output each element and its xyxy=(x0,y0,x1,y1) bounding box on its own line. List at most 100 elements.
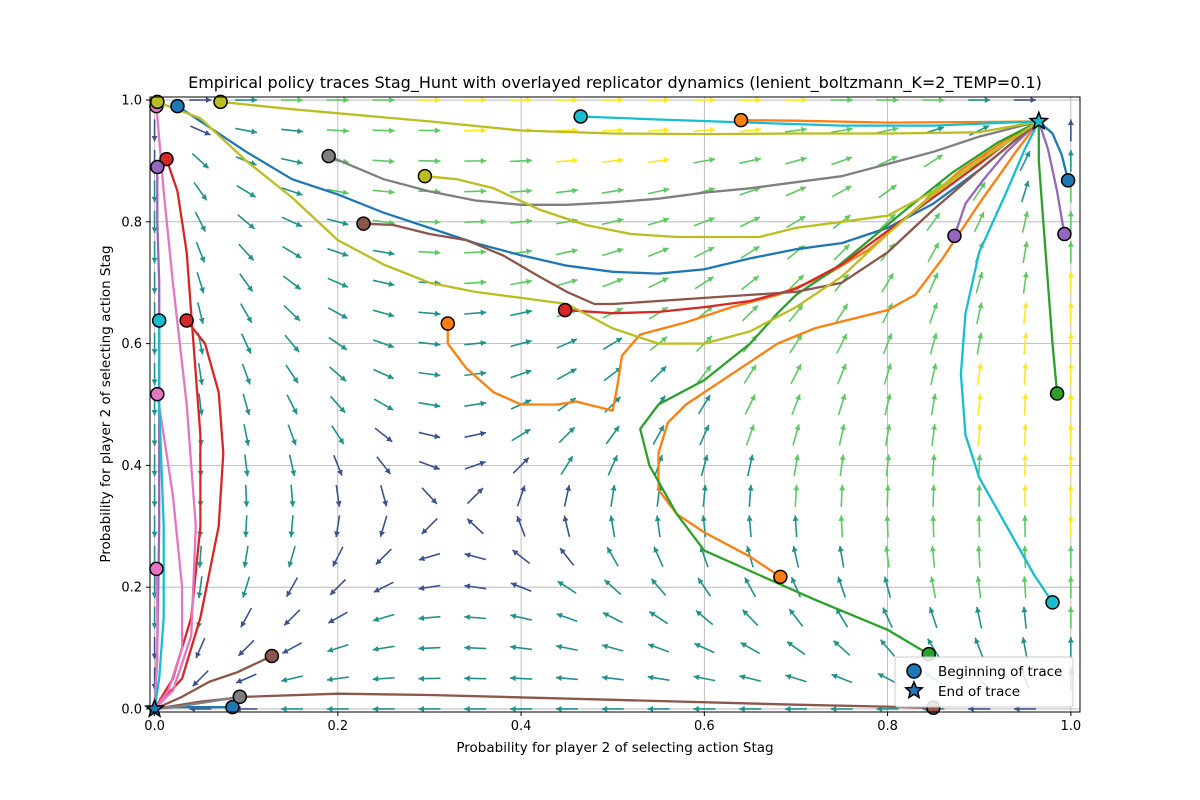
field-arrow-head xyxy=(1022,423,1029,430)
field-arrow-head xyxy=(1067,576,1074,582)
field-arrow-head xyxy=(526,187,533,194)
field-arrow-head xyxy=(847,97,853,104)
field-arrow-head xyxy=(464,614,471,621)
field-arrow-head xyxy=(386,404,394,410)
field-arrow-head xyxy=(801,97,807,104)
field-arrow-head xyxy=(754,156,761,163)
field-arrow-head xyxy=(372,675,379,682)
field-arrow-head xyxy=(610,484,617,491)
policy-trace-line xyxy=(153,104,197,711)
field-arrow-head xyxy=(292,376,299,384)
field-arrow-head xyxy=(373,587,381,593)
field-arrow-head xyxy=(510,705,516,712)
field-arrow-head xyxy=(238,649,245,656)
field-arrow-head xyxy=(571,248,578,255)
field-arrow-head xyxy=(388,188,395,195)
field-arrow-head xyxy=(245,347,252,354)
field-arrow-head xyxy=(797,274,804,281)
policy-trace-line xyxy=(739,118,1040,124)
trace-start-point xyxy=(149,561,164,577)
field-arrow-head xyxy=(841,333,847,341)
field-arrow-head xyxy=(151,501,158,507)
field-arrow-head xyxy=(660,366,667,373)
field-arrow-head xyxy=(837,576,843,583)
field-arrow-head xyxy=(604,579,611,586)
field-arrow-head xyxy=(526,157,533,164)
field-arrow-head xyxy=(793,484,800,491)
field-arrow-head xyxy=(799,216,806,222)
field-arrow-head xyxy=(693,674,700,681)
field-arrow-head xyxy=(702,454,709,461)
field-arrow-head xyxy=(663,187,670,194)
field-arrow-head xyxy=(205,97,212,104)
x-axis-ticks: 0.0 0.2 0.4 0.6 0.8 1.0 xyxy=(144,712,1081,734)
field-arrow-head xyxy=(976,393,983,400)
trace-start-point xyxy=(1057,226,1072,242)
field-arrow-head xyxy=(933,242,939,249)
x-tick-label: 1.0 xyxy=(1060,719,1081,734)
field-arrow-head xyxy=(421,528,428,535)
field-arrow-head xyxy=(745,546,752,553)
field-arrow-head xyxy=(979,182,986,189)
field-arrow-head xyxy=(151,410,158,416)
policy-trace-line xyxy=(327,120,1040,206)
field-arrow-head xyxy=(755,126,762,133)
field-arrow-head xyxy=(744,577,751,584)
trace-start-point xyxy=(264,648,280,664)
trace-end-point xyxy=(1028,110,1050,131)
policy-trace-line xyxy=(176,104,1040,275)
field-arrow-head xyxy=(976,484,983,491)
field-arrow-head xyxy=(388,311,395,318)
field-arrow-head xyxy=(525,309,532,315)
field-arrow-head xyxy=(571,187,578,194)
field-arrow-head xyxy=(516,516,522,523)
field-arrow-head xyxy=(845,156,853,162)
field-arrow-head xyxy=(297,97,304,104)
policy-trace-line xyxy=(1037,120,1070,182)
field-arrow-head xyxy=(658,425,664,432)
field-arrow-head xyxy=(1067,302,1074,308)
field-arrow-head xyxy=(840,424,846,431)
field-arrow-head xyxy=(617,217,624,224)
field-arrow-head xyxy=(480,157,487,164)
field-arrow-head xyxy=(243,501,250,507)
policy-trace-line xyxy=(639,120,1040,656)
policy-trace-line xyxy=(362,120,1040,306)
trace-start-point xyxy=(151,313,167,328)
field-arrow-head xyxy=(1067,210,1074,217)
field-arrow-head xyxy=(1067,241,1074,247)
field-arrow-head xyxy=(1021,606,1028,613)
field-arrow-head xyxy=(742,609,749,616)
field-arrow-head xyxy=(418,705,424,712)
field-arrow-head xyxy=(151,623,158,629)
field-arrow-head xyxy=(568,427,575,434)
field-arrow-head xyxy=(526,248,532,255)
field-arrow-head xyxy=(700,515,707,522)
field-arrow-head xyxy=(1067,149,1074,156)
policy-trace-line xyxy=(153,654,274,711)
field-arrow-head xyxy=(844,215,851,221)
field-arrow-head xyxy=(800,156,807,163)
field-arrow-head xyxy=(789,608,795,616)
field-arrow-head xyxy=(651,578,658,585)
field-arrow-head xyxy=(880,639,887,646)
policy-trace-line xyxy=(1037,120,1066,236)
field-arrow-head xyxy=(151,470,158,477)
field-arrow-head xyxy=(330,588,337,595)
field-arrow-head xyxy=(328,617,335,624)
field-arrow-head xyxy=(198,348,205,355)
trace-start-point xyxy=(150,94,165,110)
field-arrow-head xyxy=(151,196,158,203)
field-arrow-head xyxy=(520,485,526,492)
field-arrow-head xyxy=(151,379,158,386)
field-arrow-head xyxy=(928,607,935,614)
field-arrow-head xyxy=(287,561,294,568)
field-arrow-head xyxy=(327,646,334,653)
field-arrow-head xyxy=(1022,454,1029,460)
field-arrow-head xyxy=(295,221,303,227)
field-arrow-head xyxy=(755,97,762,104)
field-arrow-head xyxy=(557,581,564,587)
field-arrow-head xyxy=(293,345,300,353)
field-arrow-head xyxy=(197,562,204,568)
replicator-dynamics-field xyxy=(151,97,1074,712)
